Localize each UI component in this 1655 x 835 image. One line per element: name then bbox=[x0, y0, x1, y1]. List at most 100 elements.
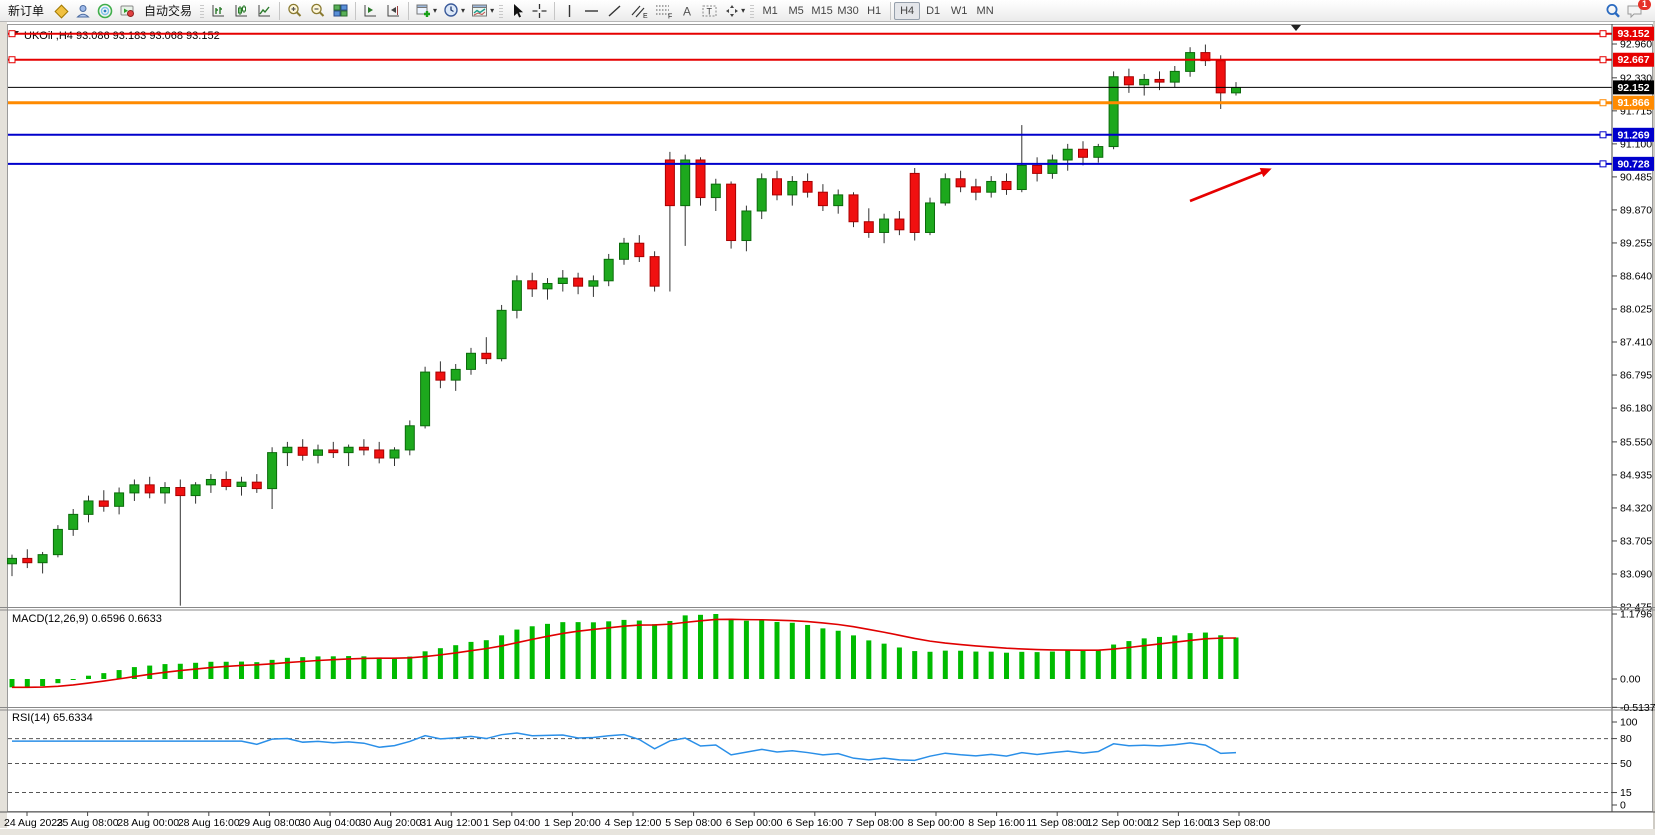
candle-bear bbox=[297, 446, 308, 456]
timeframe-button-w1[interactable]: W1 bbox=[950, 4, 968, 17]
candle-bull bbox=[1169, 70, 1180, 83]
candle-bull bbox=[190, 484, 201, 497]
cursor-tool[interactable] bbox=[506, 1, 528, 21]
chart-canvas[interactable]: UKOil ,H4 93.086 93.183 93.068 93.152 92.… bbox=[0, 22, 1655, 835]
time-tick-label: 30 Aug 20:00 bbox=[360, 817, 422, 829]
candlestick-chart-icon[interactable] bbox=[230, 1, 253, 21]
macd-histogram-bar bbox=[499, 635, 505, 679]
search-icon[interactable] bbox=[1601, 1, 1625, 21]
zoom-in-icon[interactable] bbox=[283, 1, 306, 21]
period-clock-button[interactable]: ▾ bbox=[440, 1, 468, 21]
chart-shift-icon[interactable] bbox=[359, 1, 382, 21]
macd-histogram-bar bbox=[636, 620, 642, 679]
text-label-tool[interactable]: T bbox=[698, 1, 721, 21]
hline-handle[interactable] bbox=[8, 56, 16, 64]
macd-histogram-bar bbox=[1095, 650, 1101, 679]
macd-histogram-bar bbox=[1034, 652, 1040, 679]
template-button[interactable]: ▾ bbox=[468, 1, 497, 21]
macd-histogram-bar bbox=[682, 615, 688, 679]
tile-windows-icon[interactable] bbox=[329, 1, 352, 21]
timeframe-button-mn[interactable]: MN bbox=[976, 4, 994, 17]
hline-handle[interactable] bbox=[1599, 56, 1607, 64]
macd-histogram-bar bbox=[728, 618, 734, 679]
price-badge bbox=[1613, 26, 1654, 41]
hline-handle[interactable] bbox=[1599, 99, 1607, 107]
macd-histogram-bar bbox=[575, 622, 581, 679]
fibonacci-tool[interactable]: F bbox=[651, 1, 676, 21]
time-tick-label: 8 Sep 16:00 bbox=[968, 817, 1025, 829]
price-tick-label: 92.960 bbox=[1620, 39, 1652, 51]
window-left-edge bbox=[0, 22, 7, 828]
timeframe-button-h4[interactable]: H4 bbox=[894, 1, 921, 20]
notification-badge: 1 bbox=[1638, 0, 1651, 10]
macd-histogram-bar bbox=[988, 651, 994, 679]
broadcast-icon[interactable] bbox=[94, 1, 116, 21]
candle-bull bbox=[1062, 148, 1073, 161]
timeframe-button-h1[interactable]: H1 bbox=[867, 4, 882, 17]
crosshair-tool[interactable] bbox=[528, 1, 551, 21]
macd-histogram-bar bbox=[131, 667, 137, 679]
macd-histogram-bar bbox=[330, 656, 336, 679]
account-profile-icon[interactable] bbox=[72, 1, 94, 21]
macd-histogram-bar bbox=[269, 659, 275, 679]
text-tool[interactable]: A bbox=[676, 1, 698, 21]
price-badge-label: 91.866 bbox=[1617, 97, 1649, 109]
timeframe-button-m30[interactable]: M30 bbox=[837, 4, 859, 17]
arrow-annotation[interactable] bbox=[1189, 168, 1269, 203]
macd-histogram-bar bbox=[774, 621, 780, 679]
timeframe-button-m5[interactable]: M5 bbox=[788, 4, 804, 17]
candle-bear bbox=[1123, 76, 1134, 86]
notifications-button[interactable]: 1 bbox=[1625, 0, 1651, 20]
vertical-line-tool[interactable] bbox=[558, 1, 580, 21]
time-tick-label: 25 Aug 08:00 bbox=[57, 817, 119, 829]
autotrading-button[interactable]: 自动交易 bbox=[144, 4, 193, 18]
macd-histogram-bar bbox=[1157, 636, 1162, 679]
macd-histogram-bar bbox=[483, 640, 489, 679]
horizontal-line-tool[interactable] bbox=[580, 1, 603, 21]
candle-bull bbox=[741, 210, 752, 242]
candle-bear bbox=[695, 159, 706, 199]
macd-histogram-bar bbox=[805, 624, 811, 679]
timeframe-button-m1[interactable]: M1 bbox=[762, 4, 778, 17]
new-order-button[interactable]: 新订单 bbox=[8, 4, 45, 18]
equidistant-channel-tool[interactable]: E bbox=[626, 1, 651, 21]
auto-scroll-icon[interactable] bbox=[382, 1, 405, 21]
timeframe-button-m15[interactable]: M15 bbox=[811, 4, 833, 17]
macd-histogram-bar bbox=[315, 656, 321, 679]
macd-tick-label: 1.1796 bbox=[1620, 609, 1652, 621]
timeframe-button-d1[interactable]: D1 bbox=[926, 4, 941, 17]
autotrading-icon[interactable] bbox=[116, 1, 138, 21]
price-tick-label: 88.640 bbox=[1620, 270, 1652, 282]
bar-chart-icon[interactable] bbox=[207, 1, 230, 21]
candle-bull bbox=[7, 557, 17, 565]
arrows-tool[interactable]: ▾ bbox=[721, 1, 748, 21]
candle-bull bbox=[603, 258, 614, 282]
candle-bear bbox=[863, 221, 874, 233]
trendline-tool[interactable] bbox=[603, 1, 626, 21]
hline-handle[interactable] bbox=[1599, 160, 1607, 168]
macd-histogram-bar bbox=[1141, 638, 1147, 679]
scroll-shift-marker[interactable] bbox=[1291, 25, 1301, 31]
chevron-down-icon: ▾ bbox=[490, 6, 495, 15]
new-chart-button[interactable]: ▾ bbox=[412, 1, 440, 21]
macd-histogram-bar bbox=[116, 670, 122, 679]
candle-bear bbox=[358, 446, 369, 451]
candle-bull bbox=[680, 159, 691, 207]
hline-handle[interactable] bbox=[8, 30, 16, 38]
line-chart-icon[interactable] bbox=[253, 1, 276, 21]
candle-bull bbox=[925, 202, 935, 233]
macd-signal-line bbox=[11, 618, 1237, 689]
zoom-out-icon[interactable] bbox=[306, 1, 329, 21]
macd-histogram-bar bbox=[713, 614, 719, 679]
macd-histogram-bar bbox=[820, 628, 826, 679]
hline-handle[interactable] bbox=[1599, 131, 1607, 139]
candle-bear bbox=[802, 180, 813, 193]
chart-bg bbox=[0, 22, 1655, 835]
macd-histogram-bar bbox=[208, 661, 214, 679]
svg-text:T: T bbox=[707, 6, 713, 16]
hline-handle[interactable] bbox=[1599, 30, 1607, 38]
price-badge-label: 91.269 bbox=[1617, 129, 1649, 141]
candle-bull bbox=[1231, 86, 1241, 94]
order-diamond-icon[interactable] bbox=[50, 1, 72, 21]
price-tick-label: 84.935 bbox=[1620, 469, 1652, 481]
